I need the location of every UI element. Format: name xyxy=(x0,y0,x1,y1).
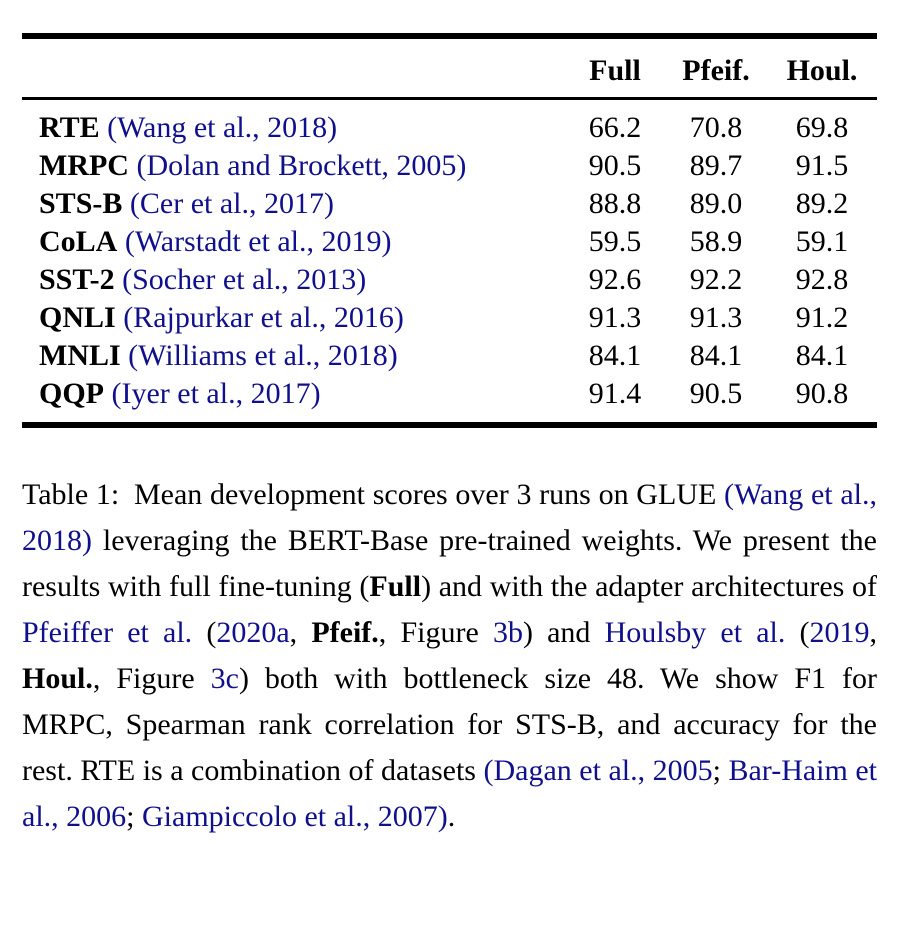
caption-text: leveraging the BERT-Base pre-trained wei… xyxy=(22,524,877,603)
citation-link[interactable]: Houlsby et al. xyxy=(604,616,786,649)
task-label: SST-2 xyxy=(39,263,115,296)
score-cell: 91.5 xyxy=(795,149,849,182)
task-cell: STS-B (Cer et al., 2017) xyxy=(22,185,565,223)
citation-link[interactable]: (Rajpurkar et al., 2016) xyxy=(115,301,404,334)
caption-text: , xyxy=(289,616,312,649)
task-cell: MRPC (Dolan and Brockett, 2005) xyxy=(22,147,565,185)
task-label: STS-B xyxy=(39,187,123,220)
table-row: RTE (Wang et al., 2018) 66.2 70.8 69.8 xyxy=(22,99,877,148)
citation-link[interactable]: (Dagan et al., 2005 xyxy=(483,754,713,787)
citation-link[interactable]: (Williams et al., 2018) xyxy=(120,339,398,372)
table-row: SST-2 (Socher et al., 2013) 92.6 92.2 92.8 xyxy=(22,261,877,299)
task-label: CoLA xyxy=(39,225,118,258)
task-cell: SST-2 (Socher et al., 2013) xyxy=(22,261,565,299)
citation-link[interactable]: (Socher et al., 2013) xyxy=(114,263,367,296)
table-row: QNLI (Rajpurkar et al., 2016) 91.3 91.3 91.… xyxy=(22,299,877,337)
task-label: RTE xyxy=(39,111,100,144)
citation-link[interactable]: (Cer et al., 2017) xyxy=(122,187,334,220)
score-cell: 92.6 xyxy=(588,263,642,296)
task-label: MNLI xyxy=(39,339,121,372)
table-caption: Table 1: Mean development scores over 3 … xyxy=(22,472,877,840)
score-cell: 91.3 xyxy=(689,301,743,334)
caption-text: , xyxy=(869,616,878,649)
table-row: MNLI (Williams et al., 2018) 84.1 84.1 84.1 xyxy=(22,337,877,375)
citation-link[interactable]: 2020a xyxy=(216,616,290,649)
score-cell: 89.2 xyxy=(795,187,849,220)
citation-link[interactable]: Pfeiffer et al. xyxy=(22,616,193,649)
score-cell: 89.7 xyxy=(689,149,743,182)
score-cell: 70.8 xyxy=(689,111,743,144)
results-table: Full Pfeif. Houl. RTE (Wang et al., 2018… xyxy=(22,33,877,428)
citation-link[interactable]: (Wang et al., 2018) xyxy=(99,111,338,144)
table-row: STS-B (Cer et al., 2017) 88.8 89.0 89.2 xyxy=(22,185,877,223)
caption-text: Table 1: xyxy=(22,478,120,511)
citation-link[interactable]: (Warstadt et al., 2019) xyxy=(117,225,392,258)
task-cell: QNLI (Rajpurkar et al., 2016) xyxy=(22,299,565,337)
task-cell: QQP (Iyer et al., 2017) xyxy=(22,375,565,425)
caption-text: Houl. xyxy=(22,662,93,695)
score-cell: 69.8 xyxy=(795,111,849,144)
score-cell: 59.1 xyxy=(795,225,849,258)
task-cell: CoLA (Warstadt et al., 2019) xyxy=(22,223,565,261)
table-row: MRPC (Dolan and Brockett, 2005) 90.5 89.7 9… xyxy=(22,147,877,185)
score-cell: 91.2 xyxy=(795,301,849,334)
table-row: QQP (Iyer et al., 2017) 91.4 90.5 90.8 xyxy=(22,375,877,425)
citation-link[interactable]: (Wang et al., 2018) xyxy=(22,478,877,557)
caption-text: ) and with the adapter architectures of xyxy=(421,570,877,603)
citation-link[interactable]: 3c xyxy=(210,662,239,695)
score-cell: 90.8 xyxy=(795,377,849,410)
score-cell: 91.3 xyxy=(588,301,642,334)
score-cell: 59.5 xyxy=(588,225,642,258)
caption-text: Full xyxy=(369,570,422,603)
score-cell: 88.8 xyxy=(588,187,642,220)
caption-text: Pfeif. xyxy=(311,616,379,649)
column-header-full: Full xyxy=(565,36,665,100)
empty-header-cell xyxy=(22,36,565,100)
citation-link[interactable]: Bar-Haim et al., 2006 xyxy=(22,754,877,833)
caption-text: Mean development scores over 3 runs on G… xyxy=(126,478,725,511)
score-cell: 90.5 xyxy=(588,149,642,182)
caption-text: ) both with bottleneck size 48. We show … xyxy=(22,662,877,787)
score-cell: 92.8 xyxy=(795,263,849,296)
citation-link[interactable]: 2019 xyxy=(809,616,870,649)
caption-text: , Figure xyxy=(378,616,493,649)
score-cell: 90.5 xyxy=(689,377,743,410)
caption-text: , Figure xyxy=(92,662,211,695)
table-row: CoLA (Warstadt et al., 2019) 59.5 58.9 59.1 xyxy=(22,223,877,261)
task-cell: MNLI (Williams et al., 2018) xyxy=(22,337,565,375)
caption-text: ; xyxy=(712,754,729,787)
table-body: RTE (Wang et al., 2018) 66.2 70.8 69.8 MRPC … xyxy=(22,99,877,426)
score-cell: 84.1 xyxy=(795,339,849,372)
citation-link[interactable]: 3b xyxy=(492,616,523,649)
score-cell: 58.9 xyxy=(689,225,743,258)
citation-link[interactable]: Giampiccolo et al., 2007) xyxy=(142,800,448,833)
column-header-pfeif: Pfeif. xyxy=(665,36,767,100)
caption-text: ) and xyxy=(522,616,605,649)
caption-text: ( xyxy=(192,616,217,649)
task-label: MRPC xyxy=(39,149,129,182)
score-cell: 84.1 xyxy=(588,339,642,372)
caption-text: ; xyxy=(126,800,142,833)
score-cell: 66.2 xyxy=(588,111,642,144)
score-cell: 89.0 xyxy=(689,187,743,220)
caption-text: ( xyxy=(785,616,810,649)
score-cell: 92.2 xyxy=(689,263,743,296)
column-header-houl: Houl. xyxy=(767,36,877,100)
citation-link[interactable]: (Dolan and Brockett, 2005) xyxy=(128,149,467,182)
table-header-row: Full Pfeif. Houl. xyxy=(22,36,877,100)
score-cell: 84.1 xyxy=(689,339,743,372)
task-label: QNLI xyxy=(39,301,116,334)
paper-page: Full Pfeif. Houl. RTE (Wang et al., 2018… xyxy=(22,0,877,840)
citation-link[interactable]: (Iyer et al., 2017) xyxy=(104,377,321,410)
task-cell: RTE (Wang et al., 2018) xyxy=(22,99,565,148)
caption-text: . xyxy=(447,800,456,833)
score-cell: 91.4 xyxy=(588,377,642,410)
task-label: QQP xyxy=(39,377,104,410)
